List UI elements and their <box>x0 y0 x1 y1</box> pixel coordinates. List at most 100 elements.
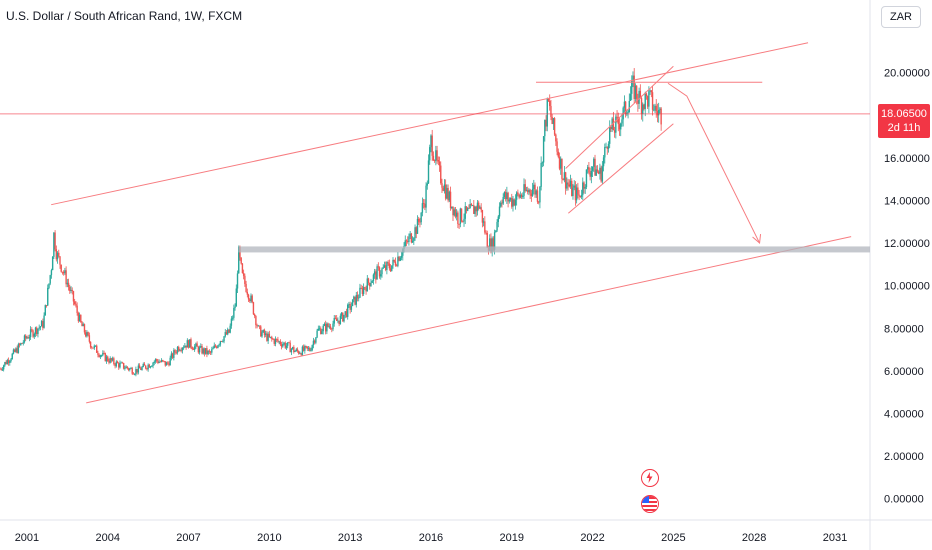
candle-body <box>136 369 138 373</box>
candle-body <box>359 287 361 298</box>
candle-body <box>574 185 577 201</box>
candle-body <box>82 324 84 327</box>
candle-body <box>0 368 2 370</box>
candle-body <box>501 202 503 204</box>
candle-body <box>513 199 515 206</box>
candle-body <box>528 189 530 193</box>
candle-body <box>100 355 103 357</box>
candle-body <box>660 108 662 125</box>
candle-body <box>37 328 39 335</box>
candle-body <box>460 208 463 222</box>
candle-body <box>260 326 262 337</box>
candle-body <box>299 353 301 355</box>
y-tick-label: 0.00000 <box>884 494 924 506</box>
candle-body <box>218 344 220 346</box>
x-tick-label: 2016 <box>419 532 443 544</box>
candle-body <box>43 315 45 328</box>
candle-body <box>355 294 357 305</box>
candle-body <box>266 333 268 341</box>
candle-body <box>189 339 191 348</box>
candle-body <box>179 350 181 352</box>
candle-body <box>39 326 42 328</box>
candle-body <box>382 267 384 269</box>
candle-body <box>70 289 72 291</box>
candle-body <box>228 329 230 333</box>
candle-body <box>404 240 406 246</box>
candle-body <box>597 171 600 174</box>
candle-body <box>535 190 537 195</box>
candle-body <box>49 275 51 284</box>
candle-body <box>463 218 465 222</box>
x-tick-label: 2010 <box>257 532 281 544</box>
us-flag-icon[interactable] <box>641 495 659 513</box>
x-tick-label: 2001 <box>15 532 39 544</box>
candle-body <box>449 191 452 209</box>
candle-body <box>618 124 621 130</box>
lightning-icon[interactable] <box>641 469 659 487</box>
candle-body <box>340 312 343 316</box>
candle-body <box>153 361 155 363</box>
candle-body <box>58 252 60 257</box>
candle-body <box>365 288 367 292</box>
candle-body <box>393 259 395 262</box>
candle-body <box>567 182 569 185</box>
candle-body <box>133 374 136 375</box>
candle-body <box>76 305 78 314</box>
candle-body <box>617 117 619 125</box>
candle-body <box>201 345 203 354</box>
candle-body <box>507 192 509 202</box>
candle-body <box>558 156 561 169</box>
candle-body <box>519 194 522 198</box>
candle-body <box>53 232 55 257</box>
candle-body <box>609 126 611 144</box>
candle-body <box>178 347 180 351</box>
candle-body <box>328 326 331 328</box>
candle-body <box>589 172 591 177</box>
candle-body <box>162 360 164 361</box>
candle-body <box>105 356 108 362</box>
candle-body <box>302 346 305 351</box>
candle-body <box>383 265 386 268</box>
candle-body <box>10 359 12 362</box>
chart-title: U.S. Dollar / South African Rand, 1W, FX… <box>6 9 243 23</box>
candle-body <box>147 364 149 370</box>
candle-body <box>48 283 50 288</box>
currency-badge[interactable]: ZAR <box>881 6 921 28</box>
candle-body <box>478 202 480 209</box>
candle-body <box>190 339 192 348</box>
candle-body <box>497 216 499 223</box>
candle-body <box>360 287 362 289</box>
candle-body <box>77 313 80 322</box>
candle-body <box>140 368 142 370</box>
candle-body <box>621 119 623 124</box>
candle-body <box>443 184 446 191</box>
candle-body <box>378 267 381 277</box>
candle-body <box>6 360 9 365</box>
candle-body <box>333 317 335 324</box>
candle-body <box>132 373 135 375</box>
candle-body <box>110 358 113 361</box>
lower-channel-line <box>86 236 852 404</box>
candle-body <box>520 194 523 197</box>
candle-body <box>291 347 294 349</box>
candle-body <box>309 348 311 351</box>
candle-body <box>612 118 615 131</box>
candle-body <box>174 350 176 353</box>
candle-body <box>479 207 481 209</box>
candle-body <box>92 347 94 349</box>
candle-body <box>66 282 69 285</box>
candle-body <box>437 160 440 162</box>
candle-body <box>96 345 98 353</box>
candle-body <box>54 232 56 250</box>
candle-body <box>222 341 224 343</box>
x-tick-label: 2007 <box>176 532 200 544</box>
candle-body <box>635 85 638 99</box>
candle-body <box>358 297 360 299</box>
candle-body <box>474 206 476 214</box>
candle-body <box>633 75 635 99</box>
candle-body <box>88 335 91 342</box>
candle-body <box>380 274 382 277</box>
candle-body <box>637 98 639 104</box>
candle-body <box>371 280 373 284</box>
